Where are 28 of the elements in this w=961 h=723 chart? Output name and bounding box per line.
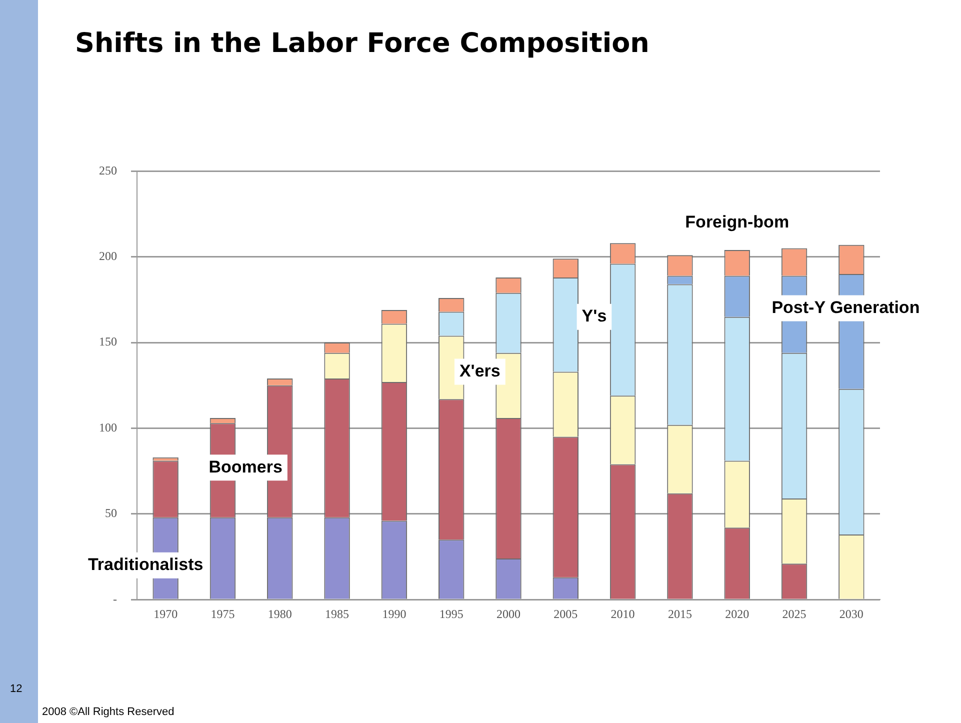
series-label: X'ers — [459, 361, 500, 380]
text: 12 — [10, 683, 22, 695]
y-tick-label: - — [113, 592, 117, 606]
x-tick-label: 2030 — [839, 606, 864, 621]
y-tick-label: 250 — [99, 163, 117, 178]
x-tick-label: 2015 — [668, 606, 692, 621]
x-tick-label: 2000 — [496, 606, 520, 621]
series-label: Traditionalists — [88, 555, 204, 574]
x-tick-label: 1990 — [382, 606, 406, 621]
y-tick-label: 50 — [105, 506, 117, 520]
x-tick-label: 1980 — [268, 606, 292, 621]
series-label: Post-Y Generation — [772, 298, 920, 317]
x-tick-label: 2020 — [725, 606, 750, 621]
y-tick-label: 150 — [99, 334, 117, 349]
x-tick-label: 1970 — [154, 606, 178, 621]
series-label: Y's — [582, 306, 607, 326]
x-tick-label: 1985 — [325, 606, 350, 621]
text: 2008 ©All Rights Reserved — [42, 706, 174, 718]
y-tick-label: 100 — [99, 420, 117, 434]
x-tick-label: 2010 — [610, 606, 635, 621]
series-label: Boomers — [208, 457, 282, 476]
x-tick-label: 1975 — [210, 606, 235, 621]
x-tick-label: 2005 — [554, 606, 578, 621]
x-tick-label: 2025 — [782, 606, 806, 621]
x-tick-label: 1995 — [439, 606, 464, 621]
series-label: Foreign-bom — [685, 212, 790, 232]
chart-title: Shifts in the Labor Force Composition — [75, 28, 650, 59]
y-tick-label: 200 — [99, 249, 117, 264]
